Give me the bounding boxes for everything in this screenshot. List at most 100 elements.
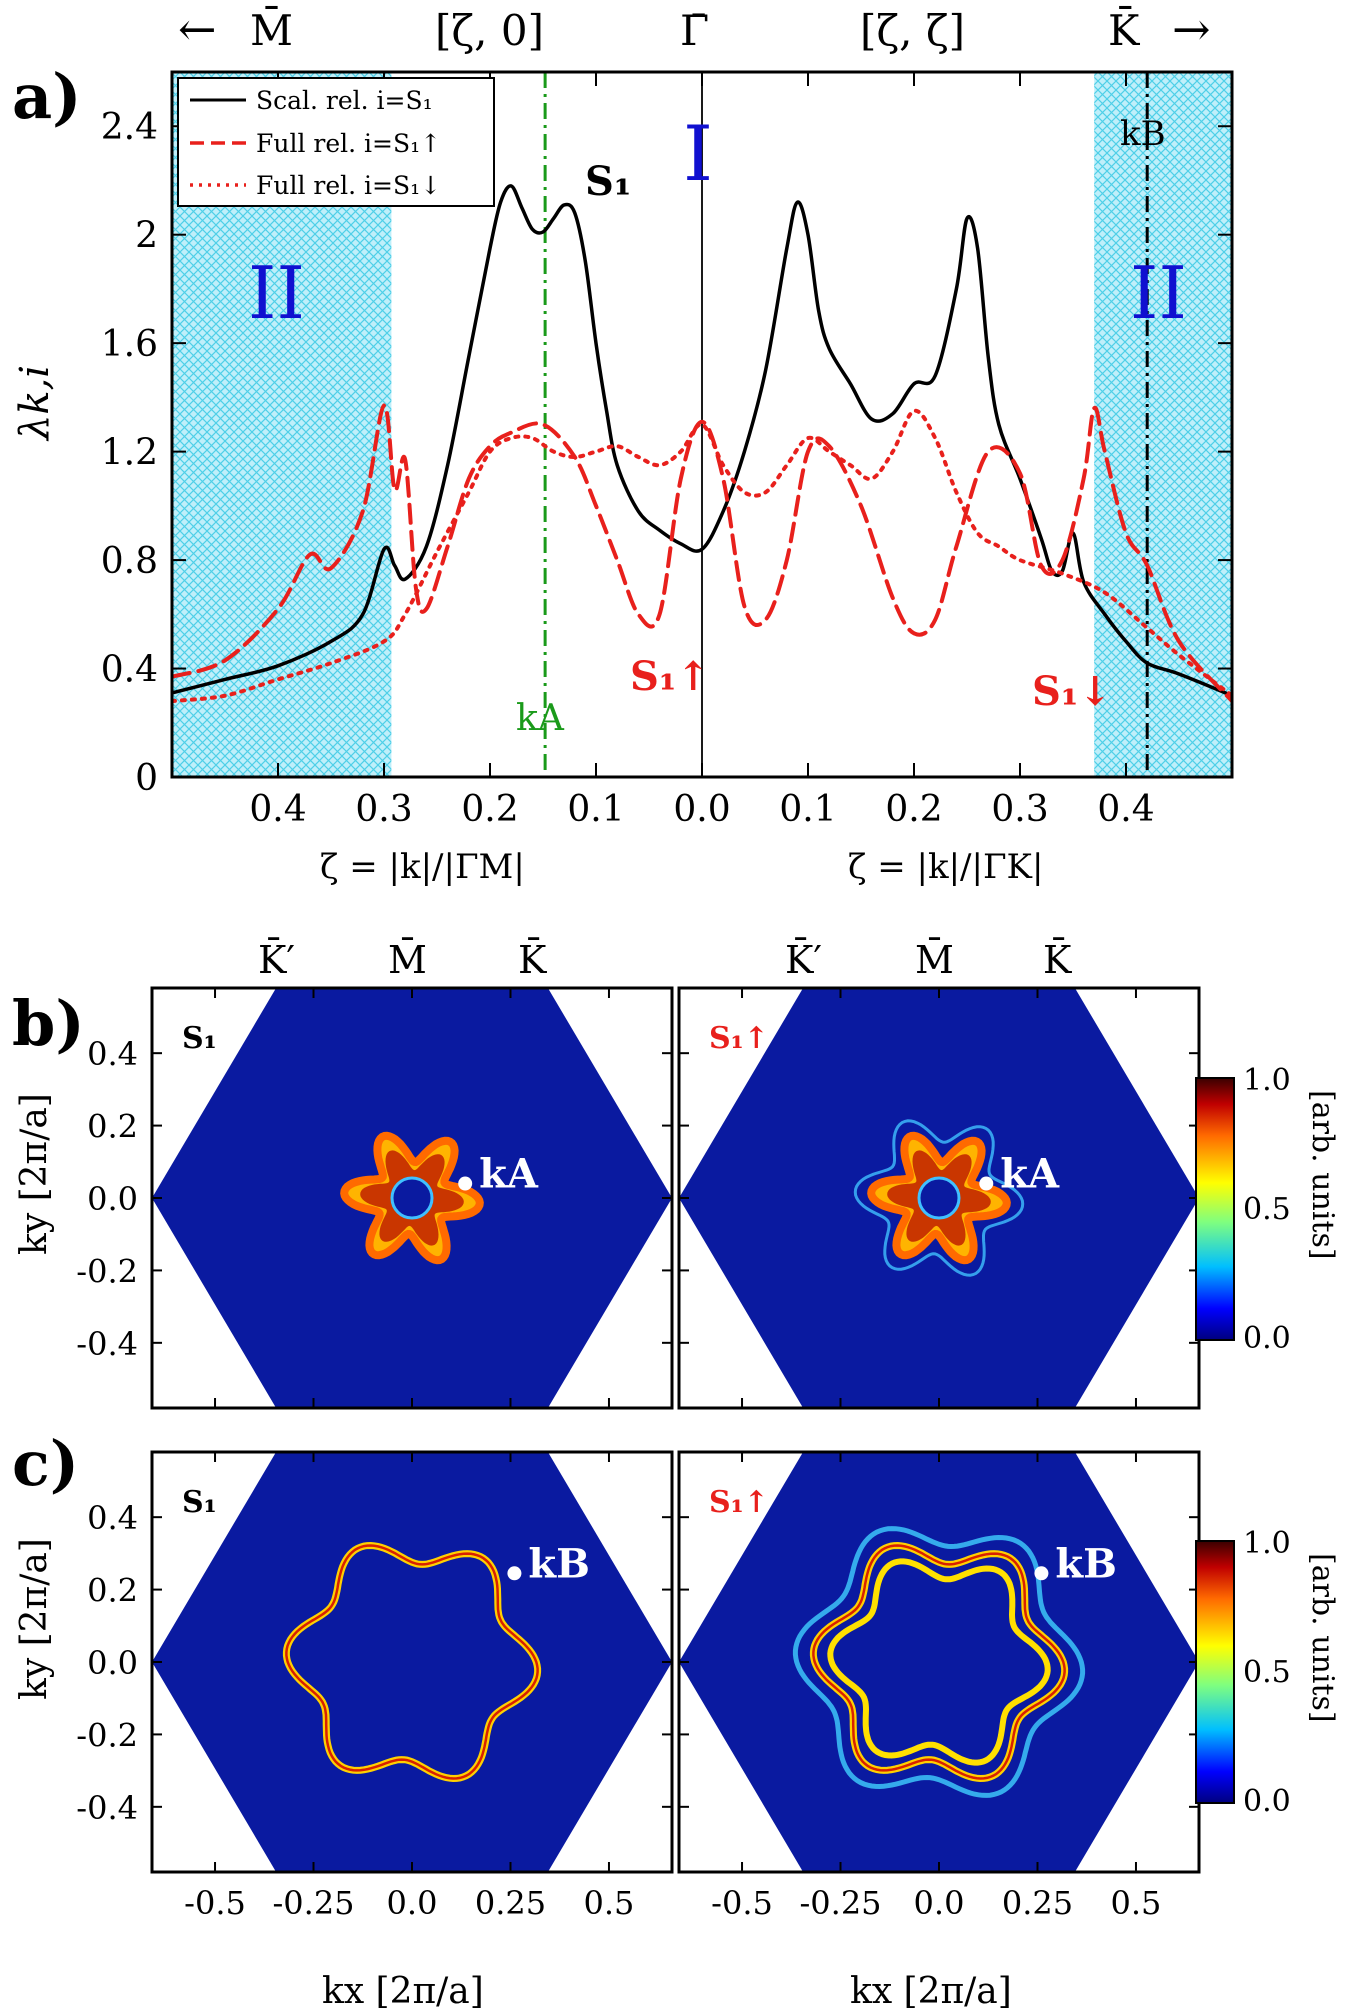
intensity-inner-ring (827, 1558, 1051, 1766)
map-x-tick-label: -0.5 (711, 1884, 773, 1922)
map-y-tick-label: -0.4 (76, 1789, 138, 1827)
map-x-tick-label: 0.25 (475, 1884, 546, 1922)
y-axis-label-b: ky [2π/a] (14, 1093, 55, 1255)
map-channel-label: S₁ (182, 1021, 217, 1056)
map-channel-label: S₁↑ (709, 1021, 769, 1056)
bz-map-c-left: kB S₁ 0.4 0.2 0.0 -0.2 -0.4 -0.5 -0.25 0.0 0.25 0.5 (76, 1450, 674, 1922)
x-tick-label-4: 0.0 (673, 789, 730, 830)
map-x-tick-label: 0.5 (584, 1884, 635, 1922)
annotation-S1-down: S₁↓ (1032, 668, 1112, 715)
map-y-tick-label: -0.2 (76, 1252, 138, 1290)
map-y-tick-label: -0.2 (76, 1716, 138, 1754)
vline-label-kB: kB (1120, 114, 1166, 154)
map-channel-label: S₁ (182, 1485, 217, 1520)
x-tick-label-7: 0.3 (991, 789, 1048, 830)
colorbar-b: 1.0 0.5 0.0 [arb. units] (1195, 1063, 1340, 1356)
axis-ticks: 0 0.4 0.8 1.2 1.6 2 2.4 0.4 0.3 0.2 0.1 0.0 0.1 0.2 0.… (101, 72, 1232, 830)
marker-kA (458, 1176, 473, 1191)
top-label-zetazeta: [ζ, ζ] (860, 6, 965, 55)
intensity-flower-hole (390, 1176, 434, 1220)
x-axis-label-c-left: kx [2π/a] (322, 1971, 484, 2012)
y-tick-label-6: 2.4 (101, 107, 158, 148)
bz-map-b-right: kA S₁↑ (677, 986, 1201, 1410)
bz-label-K-left: K̄ (518, 938, 547, 982)
map-y-tick-label: 0.0 (87, 1644, 138, 1682)
map-channel-label: S₁↑ (709, 1485, 769, 1520)
annotation-S1: S₁ (585, 158, 631, 205)
bz-label-Kprime-right: K̄′ (785, 938, 822, 982)
colorbar-b-tick-top: 1.0 (1243, 1063, 1291, 1098)
marker-label: kB (1055, 1540, 1117, 1587)
x-tick-label-5: 0.1 (779, 789, 836, 830)
colorbar-b-tick-bottom: 0.0 (1243, 1321, 1291, 1356)
panel-label-b: b) (12, 987, 85, 1060)
vline-label-kA: kA (516, 698, 565, 739)
x-axis-label-right: ζ = |k|/|ΓK| (848, 847, 1043, 887)
x-tick-label-6: 0.2 (885, 789, 942, 830)
brillouin-zone-hexagon (152, 1452, 672, 1872)
legend-entry-2: Full rel. i=S₁↑ (256, 129, 441, 158)
map-x-tick-label: 0.0 (914, 1884, 965, 1922)
colorbar-c-gradient (1195, 1540, 1235, 1804)
y-tick-label-0: 0 (135, 758, 158, 799)
series-lines (172, 184, 1232, 704)
colorbar-c: 1.0 0.5 0.0 [arb. units] (1195, 1526, 1340, 1819)
colorbar-b-label: [arb. units] (1305, 1090, 1340, 1260)
x-axis-label-left: ζ = |k|/|ΓM| (320, 847, 525, 887)
region-label-I: I (683, 109, 713, 198)
map-x-tick-label: -0.5 (184, 1884, 246, 1922)
map-y-tick-label: 0.2 (87, 1108, 138, 1146)
hatched-region-1 (1094, 72, 1232, 777)
y-tick-label-2: 0.8 (101, 541, 158, 582)
y-tick-label-5: 2 (135, 216, 158, 257)
panel-label-a: a) (12, 60, 82, 133)
map-x-tick-label: -0.25 (272, 1884, 354, 1922)
bz-map-b-left: kA S₁ 0.4 0.2 0.0 -0.2 -0.4 (76, 986, 674, 1410)
x-tick-label-2: 0.2 (461, 789, 518, 830)
y-tick-label-4: 1.6 (101, 324, 158, 365)
marker-kB (507, 1566, 522, 1581)
map-x-tick-label: 0.0 (387, 1884, 438, 1922)
bz-label-Kprime-left: K̄′ (258, 938, 295, 982)
bz-label-M-left: M̄ (388, 938, 427, 982)
colorbar-c-tick-bottom: 0.0 (1243, 1784, 1291, 1819)
map-x-tick-label: 0.5 (1111, 1884, 1162, 1922)
intensity-flower-hole (917, 1176, 961, 1220)
bz-map-body (679, 988, 1199, 1408)
x-tick-label-0: 0.4 (249, 789, 306, 830)
bz-map-c-right: kB S₁↑ -0.5 -0.25 0.0 0.25 0.5 (677, 1450, 1201, 1922)
brillouin-zone-hexagon (679, 1452, 1199, 1872)
map-x-tick-label: 0.25 (1002, 1884, 1073, 1922)
marker-kB (1034, 1566, 1049, 1581)
legend-entry-1: Scal. rel. i=S₁ (256, 86, 433, 115)
top-label-gamma: Γ̄ (680, 6, 709, 55)
x-axis-label-c-right: kx [2π/a] (850, 1971, 1012, 2012)
marker-label: kB (528, 1540, 590, 1587)
panels-b-c: b) c) K̄′ M̄ K̄ K̄′ M̄ K̄ kAS₁0.40.20.0-… (12, 938, 1340, 2012)
y-axis-label: λk,i (12, 365, 58, 442)
top-left-arrow: ← (178, 2, 217, 56)
colorbar-c-tick-top: 1.0 (1243, 1526, 1291, 1561)
colorbar-b-tick-mid: 0.5 (1243, 1192, 1291, 1227)
y-tick-label-3: 1.2 (101, 433, 158, 474)
legend-entry-3: Full rel. i=S₁↓ (256, 171, 441, 200)
intensity-outer-ring (792, 1526, 1086, 1798)
region-label-II-right: II (1130, 251, 1187, 335)
panel-a: a) ← M̄ [ζ, 0] Γ̄ [ζ, ζ] K̄ → 0 0.4 0.8 1.2… (12, 2, 1234, 887)
intensity-ring-core (812, 1544, 1066, 1780)
top-right-arrow: → (1172, 2, 1211, 56)
colorbar-c-label: [arb. units] (1305, 1553, 1340, 1723)
map-y-tick-label: 0.4 (87, 1499, 138, 1537)
marker-label: kA (1000, 1151, 1060, 1198)
colorbar-b-gradient (1195, 1077, 1235, 1341)
panel-label-c: c) (12, 1427, 79, 1500)
annotation-S1-up: S₁↑ (630, 653, 710, 700)
region-label-II-left: II (248, 251, 305, 335)
bz-maps: kAS₁0.40.20.0-0.2-0.4kAS₁↑kBS₁0.40.20.0-… (76, 986, 1201, 1922)
y-tick-label-1: 0.4 (101, 650, 158, 691)
marker-label: kA (479, 1151, 539, 1198)
map-x-tick-label: -0.25 (799, 1884, 881, 1922)
y-axis-label-c: ky [2π/a] (14, 1538, 55, 1700)
top-label-M: M̄ (250, 4, 293, 55)
